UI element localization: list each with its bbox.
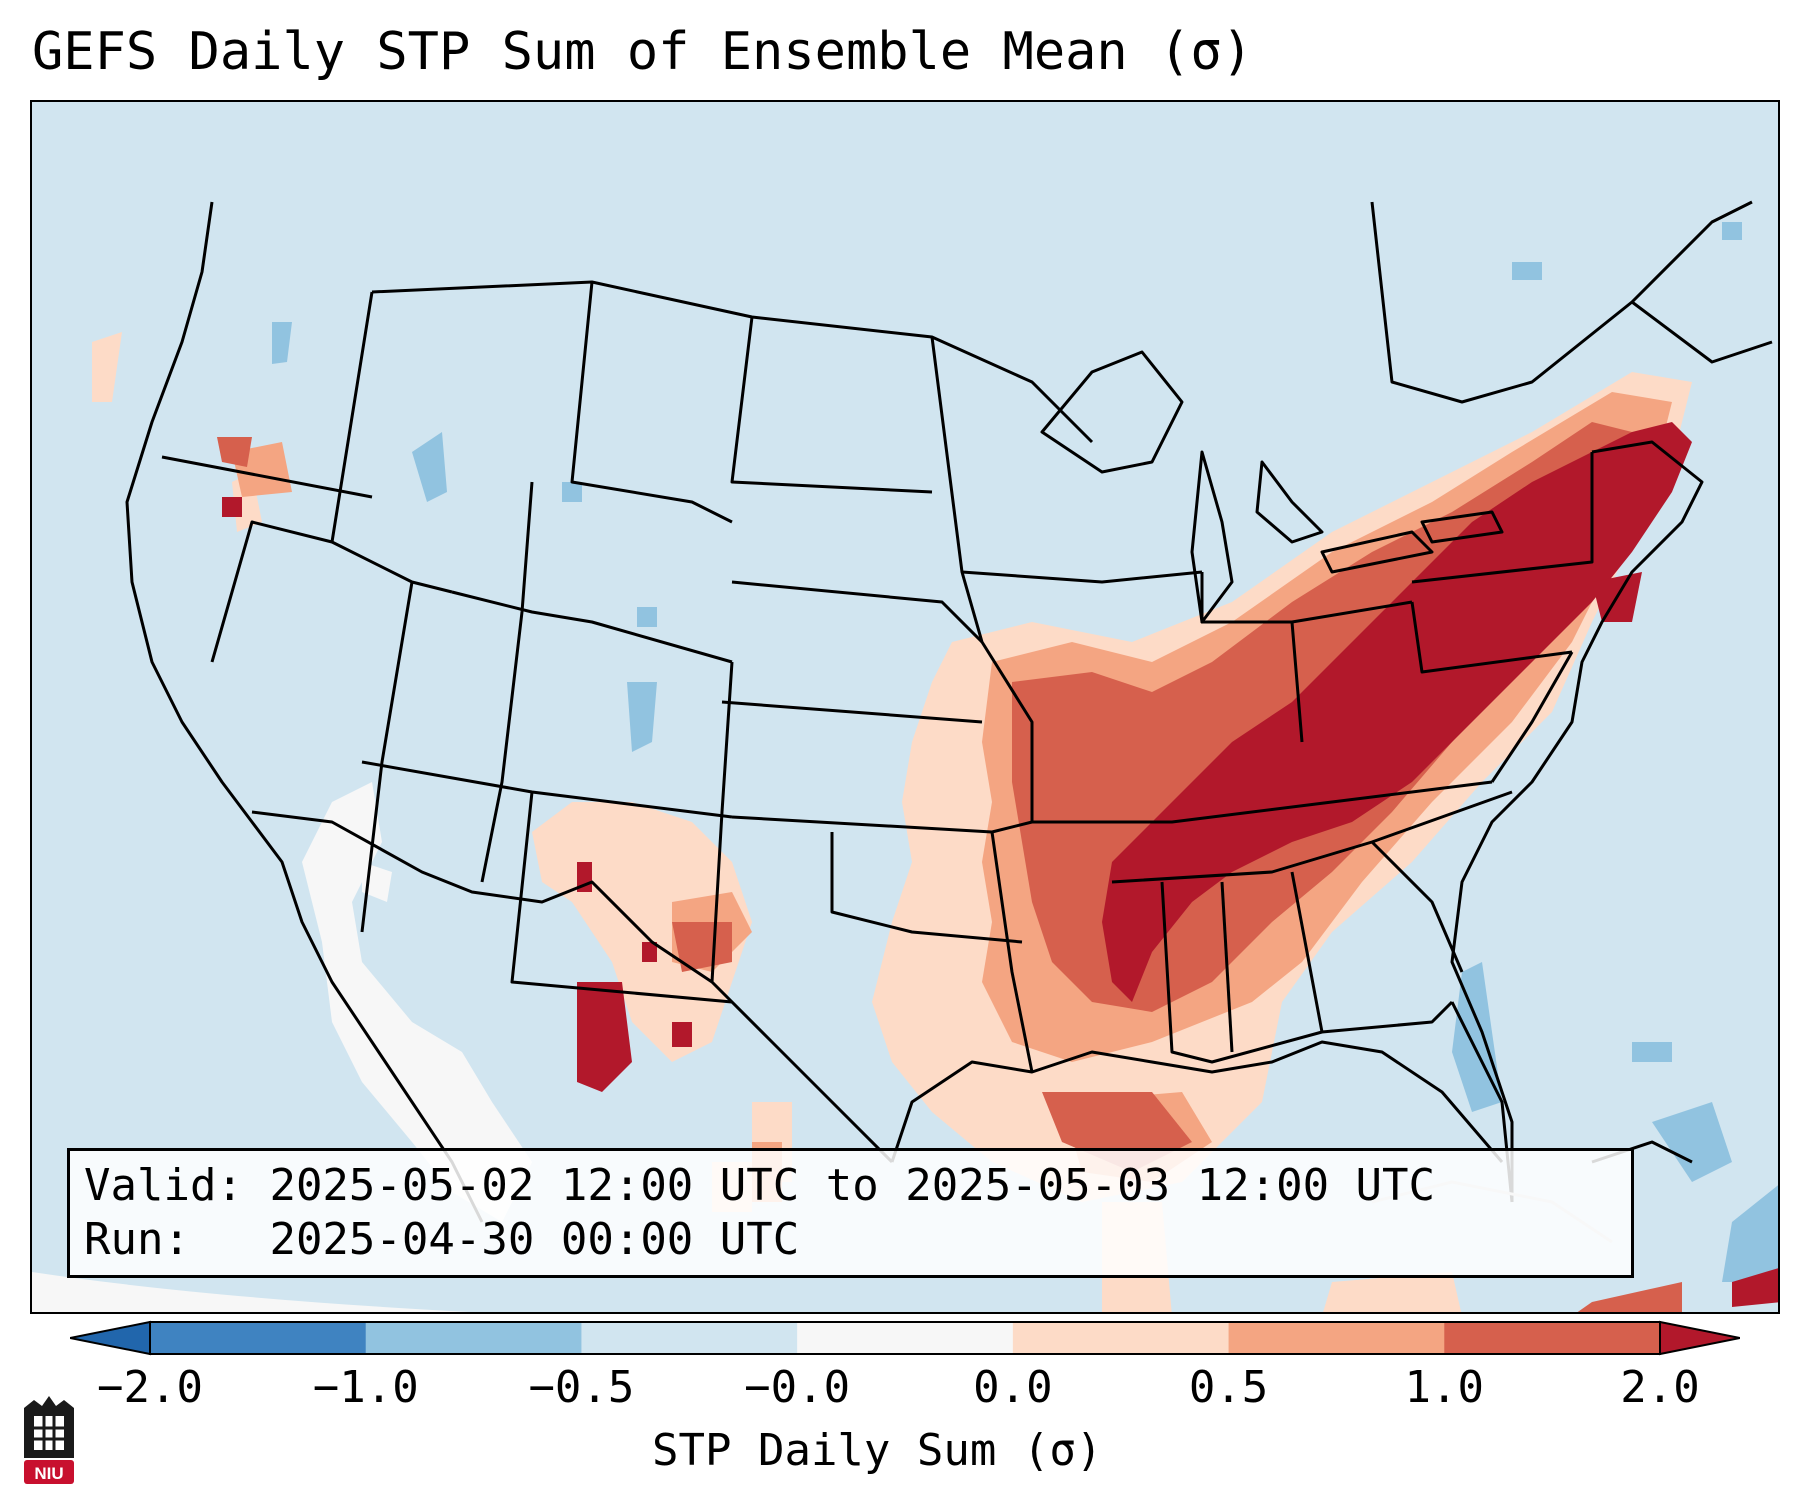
- colorbar-segment: [581, 1322, 798, 1354]
- colorbar-segment: [1012, 1322, 1230, 1354]
- colorbar-extend-low: [70, 1320, 151, 1356]
- run-time-text: 2025-04-30 00:00 UTC: [269, 1214, 800, 1265]
- colorbar-tick: 0.0: [973, 1362, 1053, 1413]
- colorbar-segment: [1444, 1322, 1661, 1354]
- colorbar-tick: 1.0: [1404, 1362, 1485, 1413]
- colorbar-tick: 0.5: [1188, 1362, 1269, 1413]
- southwest-corner-wash: [32, 1272, 470, 1312]
- valid-label: Valid:: [84, 1160, 243, 1211]
- valid-time-box: Valid: 2025-05-02 12:00 UTC to 2025-05-0…: [67, 1148, 1634, 1278]
- colorbar-segment: [365, 1322, 582, 1354]
- west-texas-big-bend: [222, 497, 1778, 1307]
- colorbar-segment: [797, 1322, 1014, 1354]
- colorbar-tick: −2.0: [97, 1362, 203, 1413]
- niu-logo: NIU: [24, 1396, 74, 1484]
- run-label: Run:: [84, 1214, 190, 1265]
- colorbar-tick: 2.0: [1620, 1362, 1700, 1413]
- colorbar-tick: −0.0: [744, 1362, 851, 1413]
- political-boundaries: [125, 200, 1773, 1244]
- map-canvas: [32, 102, 1778, 1312]
- colorbar-tick: −0.5: [528, 1362, 635, 1413]
- colorbar-extend-high: [1659, 1320, 1740, 1356]
- valid-time-text: 2025-05-02 12:00 UTC to 2025-05-03 12:00…: [269, 1160, 1436, 1211]
- colorbar-segment: [150, 1322, 367, 1354]
- colorbar-label: STP Daily Sum (σ): [652, 1425, 1103, 1476]
- map-panel[interactable]: [30, 100, 1780, 1314]
- colorbar-tick: −1.0: [312, 1362, 419, 1413]
- map-title: GEFS Daily STP Sum of Ensemble Mean (σ): [32, 22, 1253, 82]
- atlantic-bahamas-low: [272, 222, 1778, 1282]
- colorbar-frame: [149, 1321, 1661, 1355]
- logo-text: NIU: [34, 1464, 63, 1483]
- logo-badge: [24, 1460, 74, 1484]
- colorbar-segment: [1228, 1322, 1445, 1354]
- colorbar: [70, 1320, 1740, 1356]
